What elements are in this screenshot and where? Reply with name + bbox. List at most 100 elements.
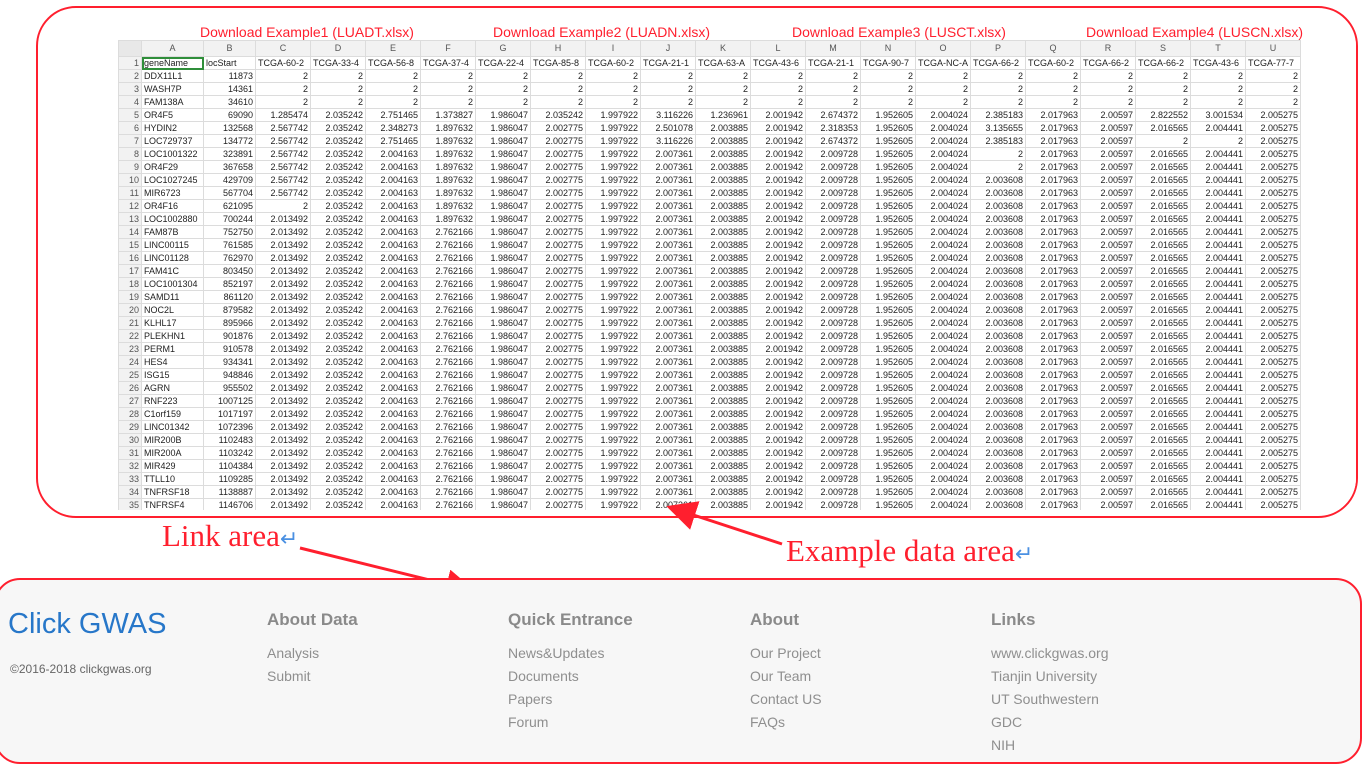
table-cell[interactable]: 2.013492 [255, 264, 311, 278]
table-cell[interactable]: 2.007361 [640, 368, 696, 382]
table-cell[interactable]: 2.003885 [695, 225, 751, 239]
table-cell[interactable]: 2.004163 [365, 303, 421, 317]
table-cell[interactable]: 2 [1025, 69, 1081, 83]
table-cell[interactable]: 1.986047 [475, 108, 531, 122]
table-cell[interactable]: 1.997922 [585, 498, 641, 510]
footer-link-our-project[interactable]: Our Project [750, 645, 821, 661]
table-cell[interactable]: 2.003885 [695, 394, 751, 408]
table-cell[interactable]: 2 [255, 82, 311, 96]
table-cell[interactable]: 2.009728 [805, 355, 861, 369]
table-cell[interactable]: 2.762166 [420, 303, 476, 317]
table-cell[interactable]: 1109285 [203, 472, 256, 486]
table-cell[interactable]: 2.004441 [1190, 160, 1246, 174]
table-cell[interactable]: 2.004441 [1190, 147, 1246, 161]
table-cell[interactable]: 2.00597 [1080, 251, 1136, 265]
table-cell[interactable]: 2.016565 [1135, 160, 1191, 174]
table-cell[interactable]: 2.003608 [970, 498, 1026, 510]
table-cell[interactable]: 1.952605 [860, 485, 916, 499]
table-cell[interactable]: 2.762166 [420, 277, 476, 291]
table-cell[interactable]: 2.004441 [1190, 446, 1246, 460]
table-cell[interactable]: 2.751465 [365, 134, 421, 148]
table-cell[interactable]: 1.986047 [475, 134, 531, 148]
row-number[interactable]: 21 [118, 316, 142, 330]
table-cell[interactable]: 761585 [203, 238, 256, 252]
table-cell[interactable]: 2.00597 [1080, 355, 1136, 369]
table-cell[interactable]: 2.004441 [1190, 329, 1246, 343]
table-cell[interactable]: 2.003885 [695, 147, 751, 161]
table-cell[interactable]: 1146706 [203, 498, 256, 510]
table-cell[interactable]: 2.00597 [1080, 160, 1136, 174]
table-cell[interactable]: 2 [750, 95, 806, 109]
table-cell[interactable]: 2.017963 [1025, 108, 1081, 122]
table-cell[interactable]: 2.003608 [970, 316, 1026, 330]
table-cell[interactable]: 2.004024 [915, 108, 971, 122]
table-cell[interactable]: 2.002775 [530, 173, 586, 187]
table-cell[interactable]: 2.004163 [365, 342, 421, 356]
table-cell[interactable]: 2.016565 [1135, 342, 1191, 356]
table-cell[interactable]: 2.004163 [365, 212, 421, 226]
table-cell[interactable]: 1.236961 [695, 108, 751, 122]
table-cell[interactable]: 2.567742 [255, 160, 311, 174]
table-cell[interactable]: 2.003885 [695, 160, 751, 174]
table-cell[interactable]: 2.013492 [255, 498, 311, 510]
table-cell[interactable]: 2.002775 [530, 147, 586, 161]
table-cell[interactable]: 2.385183 [970, 108, 1026, 122]
table-cell[interactable]: 2.004441 [1190, 433, 1246, 447]
row-number[interactable]: 5 [118, 108, 142, 122]
table-cell[interactable]: 2.318353 [805, 121, 861, 135]
table-cell[interactable]: 2.00597 [1080, 225, 1136, 239]
table-cell[interactable]: 1.952605 [860, 433, 916, 447]
row-number[interactable]: 12 [118, 199, 142, 213]
table-cell[interactable]: 2 [1135, 134, 1191, 148]
table-cell[interactable]: 2.013492 [255, 277, 311, 291]
table-cell[interactable]: 1.986047 [475, 316, 531, 330]
table-cell[interactable]: 2.003885 [695, 212, 751, 226]
table-cell[interactable]: NOC2L [141, 303, 204, 317]
table-cell[interactable]: 1.997922 [585, 472, 641, 486]
footer-link-submit[interactable]: Submit [267, 668, 311, 684]
table-cell[interactable]: 2.009728 [805, 433, 861, 447]
table-cell[interactable]: 1.952605 [860, 264, 916, 278]
table-cell[interactable]: 2.762166 [420, 459, 476, 473]
table-cell[interactable]: 2.001942 [750, 147, 806, 161]
table-cell[interactable]: 2.001942 [750, 368, 806, 382]
table-cell[interactable]: 910578 [203, 342, 256, 356]
table-cell[interactable]: 2.017963 [1025, 459, 1081, 473]
table-cell[interactable]: 2.004024 [915, 316, 971, 330]
column-header[interactable]: M [805, 40, 861, 57]
table-cell[interactable]: 2.017963 [1025, 186, 1081, 200]
table-cell[interactable]: 2.002775 [530, 316, 586, 330]
table-cell[interactable]: 1138887 [203, 485, 256, 499]
table-cell[interactable]: 1.952605 [860, 303, 916, 317]
row-number[interactable]: 28 [118, 407, 142, 421]
table-cell[interactable]: 2.004441 [1190, 186, 1246, 200]
table-cell[interactable]: 2.567742 [255, 134, 311, 148]
table-cell[interactable]: 2.007361 [640, 212, 696, 226]
table-cell[interactable]: 2.004024 [915, 381, 971, 395]
table-cell[interactable]: 1.997922 [585, 329, 641, 343]
table-cell[interactable]: 2.003608 [970, 472, 1026, 486]
table-cell[interactable]: 2.002775 [530, 238, 586, 252]
table-cell[interactable]: 2 [915, 82, 971, 96]
table-cell[interactable]: 2.003885 [695, 121, 751, 135]
footer-link-faqs[interactable]: FAQs [750, 714, 786, 730]
table-cell[interactable]: 1.997922 [585, 173, 641, 187]
table-cell[interactable]: 2.016565 [1135, 316, 1191, 330]
footer-link-contact-us[interactable]: Contact US [750, 691, 822, 707]
table-cell[interactable]: 2 [365, 95, 421, 109]
table-cell[interactable]: 2.013492 [255, 329, 311, 343]
table-cell[interactable]: 2 [365, 69, 421, 83]
table-cell[interactable]: 2.002775 [530, 381, 586, 395]
table-cell[interactable]: 1.952605 [860, 381, 916, 395]
table-cell[interactable]: 2.00597 [1080, 186, 1136, 200]
header-cell[interactable]: TCGA-37-4 [420, 56, 476, 70]
table-cell[interactable]: 2.762166 [420, 498, 476, 510]
table-cell[interactable]: 2.004024 [915, 329, 971, 343]
table-cell[interactable]: 2.567742 [255, 186, 311, 200]
table-cell[interactable]: 2.009728 [805, 316, 861, 330]
table-cell[interactable]: 1.986047 [475, 303, 531, 317]
table-cell[interactable]: 2.007361 [640, 342, 696, 356]
table-cell[interactable]: 2.003608 [970, 199, 1026, 213]
table-cell[interactable]: 2.004441 [1190, 485, 1246, 499]
header-cell[interactable]: TCGA-60-2 [255, 56, 311, 70]
